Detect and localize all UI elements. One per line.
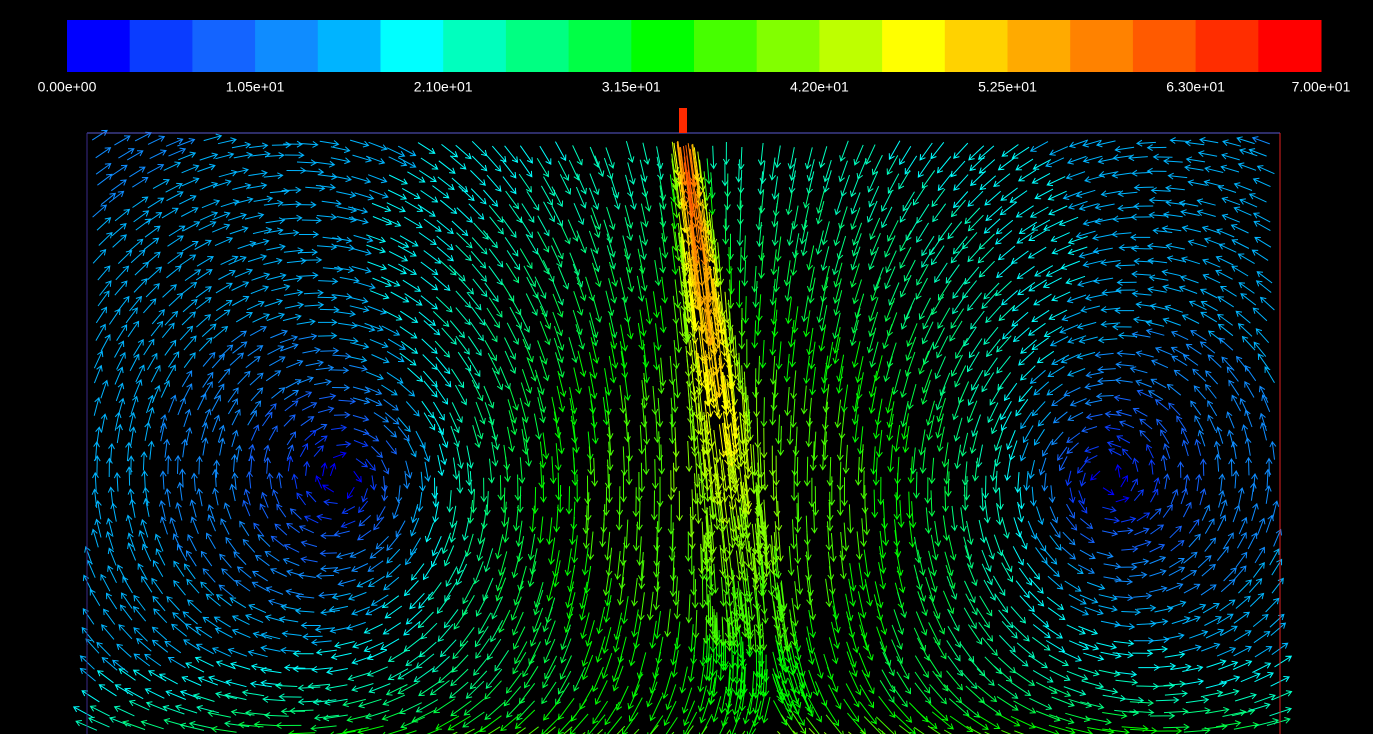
inlet-nozzle <box>679 108 687 133</box>
colorbar-band <box>694 20 757 72</box>
colorbar-band <box>506 20 569 72</box>
colorbar-tick-label: 2.10e+01 <box>414 79 473 95</box>
colorbar-band <box>945 20 1008 72</box>
colorbar-band <box>882 20 945 72</box>
colorbar-band <box>819 20 882 72</box>
colorbar-band <box>1258 20 1321 72</box>
colorbar-band <box>318 20 381 72</box>
colorbar-tick-label: 5.25e+01 <box>978 79 1037 95</box>
colorbar-tick-label: 7.00e+01 <box>1292 79 1351 95</box>
colorbar-band <box>381 20 444 72</box>
colorbar-tick-label: 4.20e+01 <box>790 79 849 95</box>
colorbar-band <box>1008 20 1071 72</box>
colorbar-band <box>443 20 506 72</box>
colorbar-band <box>1196 20 1259 72</box>
colorbar-tick-label: 3.15e+01 <box>602 79 661 95</box>
colorbar-band <box>130 20 193 72</box>
colorbar-band <box>1070 20 1133 72</box>
colorbar-band <box>757 20 820 72</box>
colorbar-tick-label: 1.05e+01 <box>226 79 285 95</box>
colorbar-band <box>1133 20 1196 72</box>
colorbar-band <box>255 20 318 72</box>
colorbar-band <box>192 20 255 72</box>
colorbar-tick-label: 0.00e+00 <box>38 79 97 95</box>
colorbar-band <box>569 20 632 72</box>
colorbar-band <box>631 20 694 72</box>
colorbar-tick-label: 6.30e+01 <box>1166 79 1225 95</box>
colorbar-band <box>67 20 130 72</box>
